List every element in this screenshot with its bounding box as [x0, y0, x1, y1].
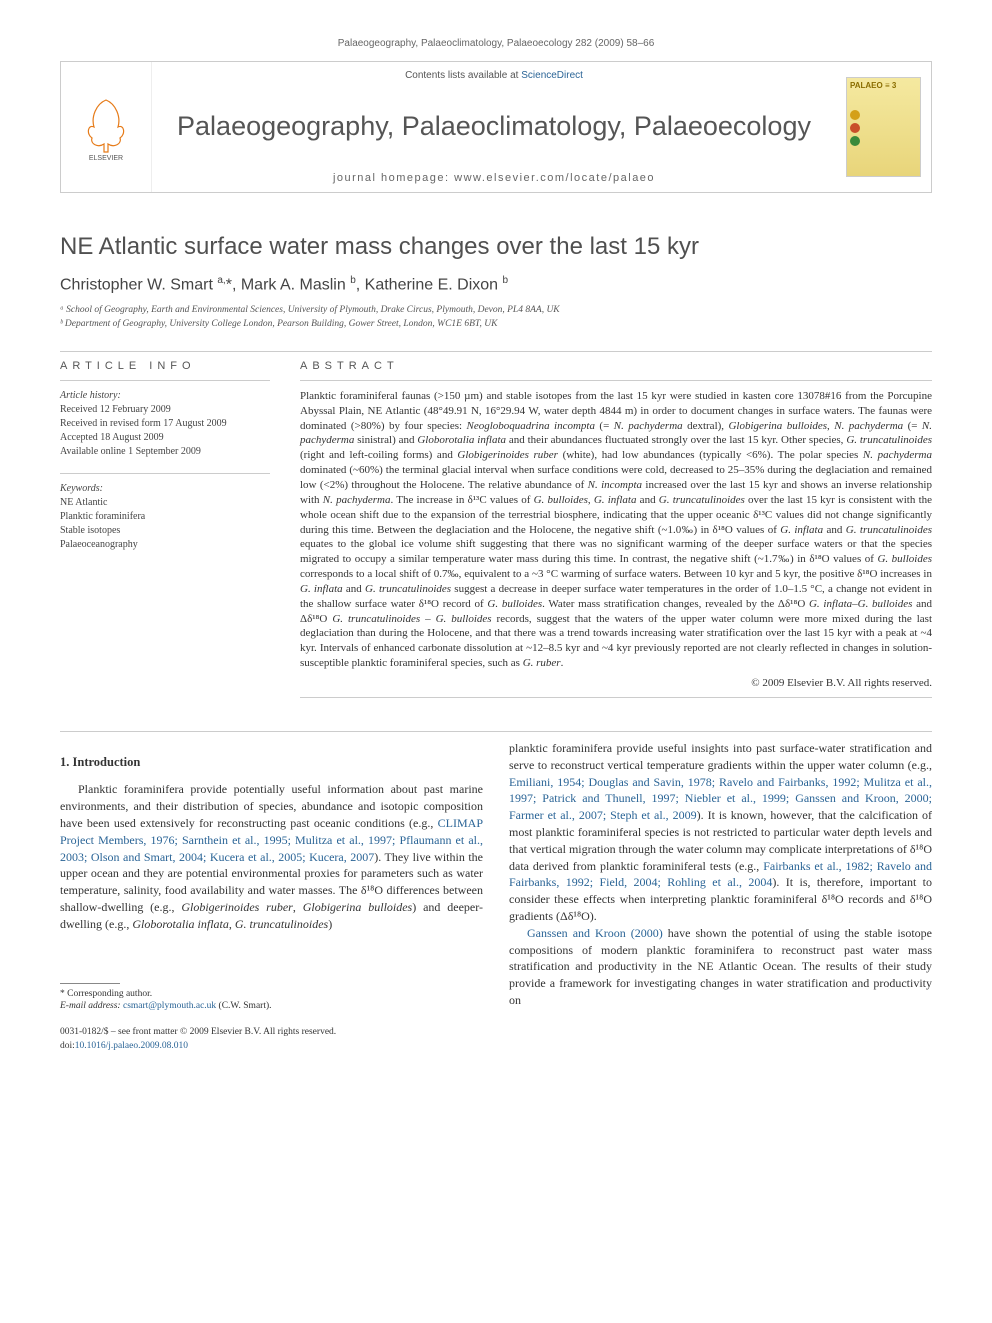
journal-banner: ELSEVIER Contents lists available at Sci… — [60, 61, 932, 193]
running-header: Palaeogeography, Palaeoclimatology, Pala… — [60, 38, 932, 49]
journal-cover-cell: PALAEO ≡ 3 — [836, 62, 931, 192]
keywords-block: Keywords: NE Atlantic Planktic foraminif… — [60, 482, 270, 552]
history-received: Received 12 February 2009 — [60, 403, 270, 417]
article-title: NE Atlantic surface water mass changes o… — [60, 233, 932, 261]
article-history: Article history: Received 12 February 20… — [60, 389, 270, 459]
divider — [300, 380, 932, 381]
elsevier-tree-icon: ELSEVIER — [76, 92, 136, 162]
body-column-left: 1. Introduction Planktic foraminifera pr… — [60, 740, 483, 1053]
journal-title: Palaeogeography, Palaeoclimatology, Pala… — [162, 111, 826, 142]
keyword: Planktic foraminifera — [60, 510, 270, 524]
sciencedirect-link[interactable]: ScienceDirect — [521, 70, 583, 81]
article-info-heading: ARTICLE INFO — [60, 360, 270, 372]
body-column-right: planktic foraminifera provide useful ins… — [509, 740, 932, 1053]
publisher-logo-cell: ELSEVIER — [61, 62, 152, 192]
divider — [60, 473, 270, 474]
contents-available: Contents lists available at ScienceDirec… — [162, 70, 826, 81]
affiliation-b: ᵇ Department of Geography, University Co… — [60, 318, 932, 331]
corresponding-name: (C.W. Smart). — [219, 1001, 272, 1011]
history-label: Article history: — [60, 389, 270, 403]
section-heading-intro: 1. Introduction — [60, 754, 483, 772]
front-matter-line: 0031-0182/$ – see front matter © 2009 El… — [60, 1026, 483, 1053]
corresponding-author-footer: * Corresponding author. E-mail address: … — [60, 983, 483, 1013]
keyword: NE Atlantic — [60, 496, 270, 510]
history-revised: Received in revised form 17 August 2009 — [60, 417, 270, 431]
abstract-heading: ABSTRACT — [300, 360, 932, 372]
affiliation-a: ᵃ School of Geography, Earth and Environ… — [60, 304, 932, 317]
history-online: Available online 1 September 2009 — [60, 445, 270, 459]
body-paragraph: Planktic foraminifera provide potentiall… — [60, 781, 483, 932]
body-paragraph: planktic foraminifera provide useful ins… — [509, 740, 932, 925]
divider — [300, 697, 932, 698]
divider — [60, 351, 932, 352]
journal-homepage: journal homepage: www.elsevier.com/locat… — [162, 172, 826, 184]
corresponding-email-link[interactable]: csmart@plymouth.ac.uk — [123, 1001, 216, 1011]
journal-cover-thumb: PALAEO ≡ 3 — [846, 77, 921, 177]
abstract-copyright: © 2009 Elsevier B.V. All rights reserved… — [300, 677, 932, 689]
doi-link[interactable]: 10.1016/j.palaeo.2009.08.010 — [75, 1041, 188, 1051]
keywords-label: Keywords: — [60, 482, 270, 496]
email-label: E-mail address: — [60, 1001, 121, 1011]
svg-text:ELSEVIER: ELSEVIER — [89, 155, 123, 162]
history-accepted: Accepted 18 August 2009 — [60, 431, 270, 445]
divider — [60, 731, 932, 732]
author-list: Christopher W. Smart a,*, Mark A. Maslin… — [60, 275, 932, 294]
keyword: Stable isotopes — [60, 524, 270, 538]
abstract-text: Planktic foraminiferal faunas (>150 µm) … — [300, 389, 932, 671]
affiliations: ᵃ School of Geography, Earth and Environ… — [60, 304, 932, 331]
body-paragraph: Ganssen and Kroon (2000) have shown the … — [509, 925, 932, 1009]
corresponding-label: * Corresponding author. — [60, 988, 483, 1000]
divider — [60, 380, 270, 381]
keyword: Palaeoceanography — [60, 538, 270, 552]
